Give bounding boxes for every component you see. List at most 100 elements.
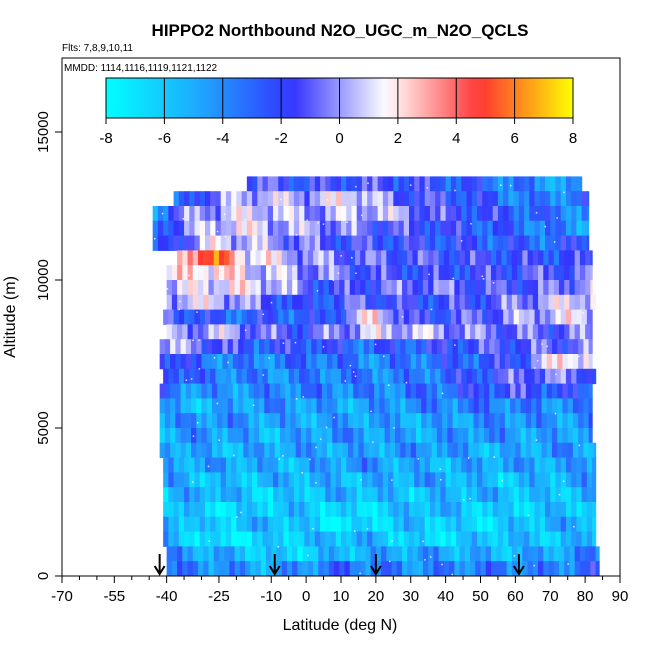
heatmap-cell [473,339,480,355]
heatmap-cell [389,383,396,399]
heatmap-cell [436,383,443,399]
heatmap-cell [356,206,363,222]
heatmap-cell [482,176,489,192]
heatmap-cell [391,324,398,340]
heatmap-cell [203,561,210,576]
heatmap-cell [471,531,478,547]
heatmap-cell [382,206,389,222]
heatmap-cell [306,354,312,370]
heatmap-cell [440,176,447,192]
heatmap-cell [166,546,173,562]
heatmap-speckle [567,563,569,565]
heatmap-cell [511,294,518,311]
heatmap-cell [466,309,473,325]
heatmap-cell [391,265,398,281]
heatmap-cell [236,472,243,488]
heatmap-cell [365,561,372,576]
heatmap-cell [170,413,176,429]
heatmap-cell [388,487,394,503]
heatmap-speckle [430,556,432,558]
heatmap-cell [201,398,208,414]
heatmap-cell [377,516,384,533]
heatmap-cell [241,368,248,385]
heatmap-cell [524,368,530,385]
heatmap-cell [328,280,335,296]
heatmap-cell [203,280,210,296]
heatmap-cell [384,428,391,444]
heatmap-cell [504,339,511,355]
heatmap-cell [442,398,448,414]
heatmap-cell [548,561,555,576]
heatmap-speckle [218,439,220,441]
heatmap-cell [288,191,295,207]
heatmap-speckle [582,312,584,314]
heatmap-cell [351,235,358,251]
heatmap-speckle [482,278,485,280]
heatmap-cell [429,176,436,192]
heatmap-cell [231,368,237,385]
heatmap-cell [532,294,539,311]
heatmap-cell [435,457,441,473]
heatmap-cell [367,206,373,222]
heatmap-cell [194,472,201,488]
heatmap-cell [299,206,305,222]
heatmap-cell [483,442,490,459]
heatmap-cell [356,516,363,533]
heatmap-cell [194,368,201,385]
heatmap-cell [583,442,590,459]
heatmap-cell [592,457,597,473]
heatmap-cell [337,428,344,444]
heatmap-cell [170,442,176,459]
heatmap-cell [246,309,253,325]
heatmap-cell [365,324,372,340]
heatmap-cell [473,398,480,414]
heatmap-cell [259,354,265,370]
heatmap-cell [377,457,384,473]
heatmap-cell [314,502,321,518]
heatmap-cell [555,457,562,473]
heatmap-cell [199,309,206,325]
heatmap-cell [508,502,515,518]
heatmap-cell [368,383,375,399]
heatmap-cell [503,457,509,473]
heatmap-cell [339,280,346,296]
heatmap-cell [222,442,229,459]
heatmap-cell [414,516,421,533]
heatmap-cell [354,324,361,340]
heatmap-cell [565,516,572,533]
heatmap-cell [299,457,305,473]
heatmap-cell [539,502,546,518]
heatmap-cell [206,354,213,370]
heatmap-cell [426,383,433,399]
heatmap-cell [255,294,262,311]
heatmap-cell [445,309,452,325]
heatmap-cell [560,516,567,533]
heatmap-cell [534,531,541,547]
heatmap-cell [381,546,387,562]
heatmap-cell [518,206,525,222]
heatmap-cell [224,561,230,576]
heatmap-cell [341,487,347,503]
heatmap-cell [503,502,509,518]
heatmap-cell [194,531,201,547]
heatmap-cell [581,502,588,518]
heatmap-cell [374,428,380,444]
heatmap-cell [499,398,506,414]
heatmap-cell [377,309,384,325]
y-axis-label: Altitude (m) [2,276,19,358]
y-tick-label: 10000 [35,259,52,301]
heatmap-cell [560,206,567,222]
heatmap-cell [403,220,410,237]
heatmap-cell [456,531,462,547]
heatmap-cell [492,235,499,251]
heatmap-cell [288,531,295,547]
heatmap-cell [290,413,297,429]
heatmap-cell [487,235,494,251]
heatmap-cell [429,309,436,325]
heatmap-cell [227,428,234,444]
heatmap-cell [585,324,591,340]
heatmap-cell [450,309,457,325]
heatmap-cell [295,398,302,414]
heatmap-cell [424,457,431,473]
